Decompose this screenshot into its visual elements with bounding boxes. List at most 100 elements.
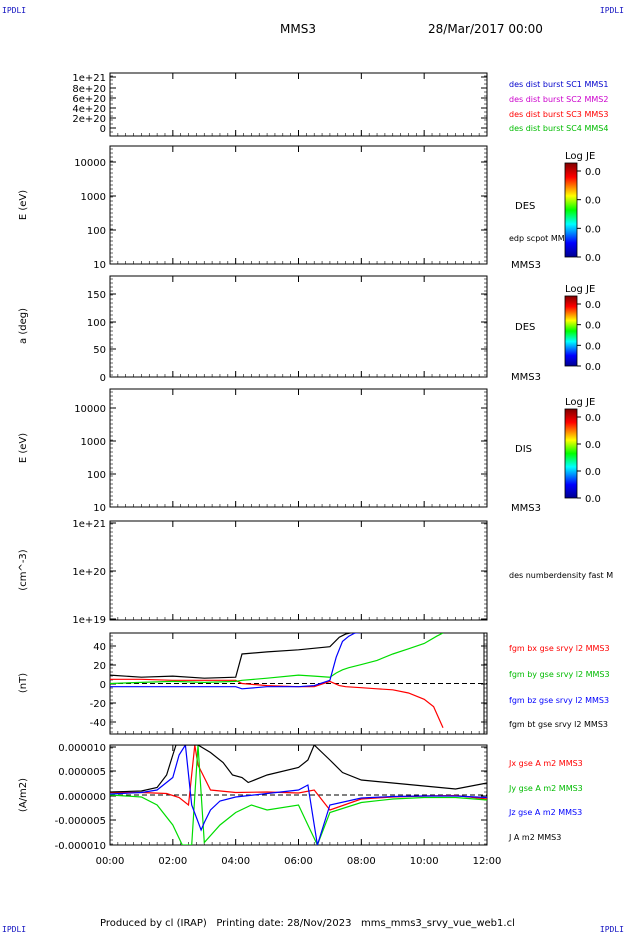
p7-ytick-label: -0.000005	[55, 816, 106, 827]
p6-legend-entry: fgm bt gse srvy l2 MMS3	[509, 720, 608, 729]
p1-legend-entry: des dist burst SC2 MMS2	[509, 95, 608, 104]
p2-ylabel: E (eV)	[18, 190, 29, 220]
p2-colorbar	[564, 162, 578, 258]
p2-ytick-label: 1000	[81, 192, 106, 203]
p4-ytick-label: 100	[87, 470, 106, 481]
p6-series-line	[110, 633, 353, 679]
time-axis-label: 06:00	[284, 856, 313, 867]
p3-colorbar-tick-label: 0.0	[585, 362, 601, 373]
p7-series-line	[110, 745, 487, 845]
p7-ylabel: (A/m2)	[18, 778, 29, 812]
p4-colorbar-title: Log JE	[565, 397, 595, 408]
p7-ytick-label: 0.000000	[58, 792, 106, 803]
p3-colorbar-tick-label: 0.0	[585, 341, 601, 352]
p6-ytick-label: 40	[93, 642, 106, 653]
date-title: 28/Mar/2017 00:00	[428, 22, 543, 36]
p6-series-line	[110, 678, 444, 728]
p7-legend-entry: Jx gse A m2 MMS3	[508, 759, 583, 768]
p4-ylabel: E (eV)	[18, 433, 29, 463]
p2-frame	[109, 145, 488, 265]
p1-ytick-label: 8e+20	[72, 84, 106, 95]
corner-mark-top-right: IPDLI	[599, 6, 624, 15]
p7-ytick-label: 0.000005	[58, 767, 106, 778]
p6-ytick-label: -20	[90, 699, 106, 710]
p7-series-line	[110, 745, 487, 811]
p4-colorbar-tick-label: 0.0	[585, 494, 601, 505]
p4-ytick-label: 10	[93, 503, 106, 514]
p4-colorbar	[564, 408, 578, 499]
spacecraft-title: MMS3	[280, 22, 316, 36]
p1-legend-entry: des dist burst SC4 MMS4	[509, 124, 608, 133]
p1-legend-entry: des dist burst SC3 MMS3	[509, 110, 608, 119]
p2-ytick-label: 10000	[74, 158, 106, 169]
p2-ytick-label: 10	[93, 260, 106, 271]
time-axis-label: 12:00	[473, 856, 502, 867]
p7-legend-entry: J A m2 MMS3	[508, 833, 561, 842]
corner-mark-bottom-right: IPDLI	[599, 925, 624, 934]
p3-spacecraft-label: MMS3	[511, 372, 541, 383]
p3-ytick-label: 50	[93, 345, 106, 356]
p1-ytick-label: 0	[100, 124, 106, 135]
p2-ytick-label: 100	[87, 226, 106, 237]
p2-extra-label: edp scpot MMS3	[509, 234, 575, 243]
p1-ytick-label: 1e+21	[72, 73, 106, 84]
time-axis-label: 04:00	[221, 856, 250, 867]
p7-series-line	[110, 745, 487, 845]
time-axis-label: 00:00	[96, 856, 125, 867]
p3-colorbar	[564, 295, 578, 367]
p3-ytick-label: 100	[87, 318, 106, 329]
p3-colorbar-tick-label: 0.0	[585, 321, 601, 332]
p4-frame	[109, 388, 488, 508]
p6-legend-entry: fgm by gse srvy l2 MMS3	[509, 670, 610, 679]
p2-spacecraft-label: MMS3	[511, 260, 541, 271]
p1-ytick-label: 2e+20	[72, 114, 106, 125]
p4-colorbar-tick-label: 0.0	[585, 467, 601, 478]
p7-series-line	[110, 745, 487, 793]
corner-mark-top-left: IPDLI	[2, 6, 27, 15]
p3-frame	[109, 275, 488, 378]
p7-ytick-label: -0.000010	[55, 841, 106, 852]
p5-ytick-label: 1e+21	[72, 519, 106, 530]
time-axis-label: 10:00	[410, 856, 439, 867]
p5-ytick-label: 1e+19	[72, 615, 106, 626]
p4-spacecraft-label: MMS3	[511, 503, 541, 514]
footer-credits: Produced by cl (IRAP) Printing date: 28/…	[100, 918, 515, 929]
time-axis-label: 08:00	[347, 856, 376, 867]
p3-colorbar-title: Log JE	[565, 284, 595, 295]
p1-ytick-label: 6e+20	[72, 94, 106, 105]
p6-ylabel: (nT)	[18, 673, 29, 693]
time-axis-label: 02:00	[158, 856, 187, 867]
p2-instrument-label: DES	[515, 201, 535, 212]
p3-ylabel: a (deg)	[18, 308, 29, 344]
p5-frame	[109, 520, 488, 621]
p6-ytick-label: -40	[90, 718, 106, 729]
p6-series-line	[110, 633, 362, 690]
p4-ytick-label: 1000	[81, 437, 106, 448]
corner-mark-bottom-left: IPDLI	[2, 925, 27, 934]
p6-ytick-label: 20	[93, 661, 106, 672]
p6-series-line	[110, 633, 444, 685]
p5-ytick-label: 1e+20	[72, 567, 106, 578]
p7-ytick-label: 0.000010	[58, 743, 106, 754]
p1-frame	[109, 72, 488, 137]
p7-legend-entry: Jz gse A m2 MMS3	[508, 808, 582, 817]
p4-ytick-label: 10000	[74, 404, 106, 415]
p6-legend-entry: fgm bz gse srvy l2 MMS3	[509, 696, 609, 705]
p1-legend-entry: des dist burst SC1 MMS1	[509, 80, 608, 89]
p2-colorbar-tick-label: 0.0	[585, 196, 601, 207]
p5-ylabel: (cm^-3)	[18, 549, 29, 590]
p3-colorbar-tick-label: 0.0	[585, 300, 601, 311]
p6-ytick-label: 0	[100, 680, 106, 691]
p7-legend-entry: Jy gse A m2 MMS3	[508, 784, 583, 793]
p4-instrument-label: DIS	[515, 444, 532, 455]
p2-colorbar-title: Log JE	[565, 151, 595, 162]
p2-colorbar-tick-label: 0.0	[585, 253, 601, 264]
p1-ytick-label: 4e+20	[72, 104, 106, 115]
p4-colorbar-tick-label: 0.0	[585, 413, 601, 424]
p3-ytick-label: 150	[87, 290, 106, 301]
p5-legend-entry: des numberdensity fast M	[509, 571, 613, 580]
p4-colorbar-tick-label: 0.0	[585, 440, 601, 451]
p2-colorbar-tick-label: 0.0	[585, 224, 601, 235]
p3-instrument-label: DES	[515, 322, 535, 333]
